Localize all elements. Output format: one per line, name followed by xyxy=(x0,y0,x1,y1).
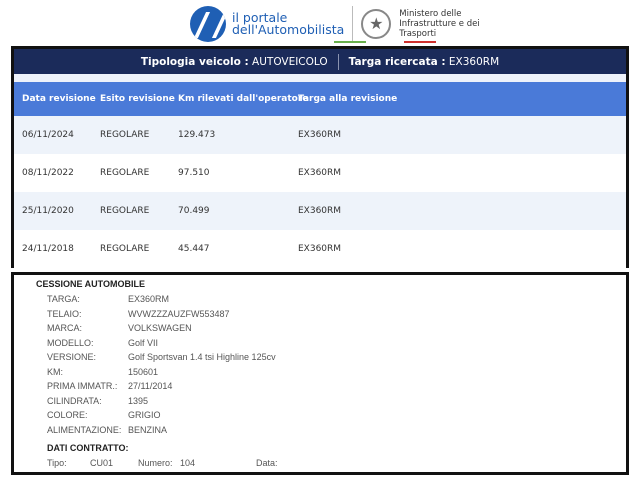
column-header: Targa alla revisione xyxy=(298,94,398,104)
field-value: EX360RM xyxy=(128,294,170,304)
ministry-line3: Trasporti xyxy=(399,29,437,39)
cell-plate: EX360RM xyxy=(298,168,342,178)
portale-logo-text: il portale dell'Automobilista xyxy=(232,10,345,37)
numero-value: 104 xyxy=(180,458,196,468)
cell-date: 06/11/2024 xyxy=(22,130,74,140)
searched-plate-label: Targa ricercata : xyxy=(348,55,446,68)
vehicle-type-label: Tipologia veicolo : xyxy=(140,55,249,68)
table-row: 24/11/2018 REGOLARE 45.447 EX360RM xyxy=(14,230,626,268)
column-header: Data revisione xyxy=(22,94,96,104)
cell-km: 45.447 xyxy=(178,244,210,254)
ministry-line2: Infrastrutture e dei xyxy=(399,19,480,29)
logo-divider xyxy=(352,6,354,42)
cell-plate: EX360RM xyxy=(298,244,342,254)
document-title: CESSIONE AUTOMOBILE xyxy=(36,279,146,289)
searched-plate: Targa ricercata : EX360RM xyxy=(349,56,499,68)
cell-plate: EX360RM xyxy=(298,206,342,216)
field-label: TELAIO: xyxy=(47,308,82,319)
flag-green-stripe xyxy=(334,41,366,43)
revision-panel: Tipologia veicolo : AUTOVEICOLO Targa ri… xyxy=(11,46,629,268)
field-label: MODELLO: xyxy=(47,337,94,348)
header-logos: il portale dell'Automobilista ★ Ministero… xyxy=(190,2,480,46)
cell-outcome: REGOLARE xyxy=(100,244,150,254)
republic-emblem-icon: ★ xyxy=(361,9,392,39)
search-summary-bar: Tipologia veicolo : AUTOVEICOLO Targa ri… xyxy=(14,49,626,74)
numero-label: Numero: xyxy=(138,458,173,468)
table-row: 06/11/2024 REGOLARE 129.473 EX360RM xyxy=(14,116,626,154)
cell-outcome: REGOLARE xyxy=(100,168,150,178)
field-value: BENZINA xyxy=(128,424,168,435)
field-value: VOLKSWAGEN xyxy=(128,323,192,333)
cell-date: 25/11/2020 xyxy=(22,206,74,216)
cell-outcome: REGOLARE xyxy=(100,130,150,140)
vehicle-type: Tipologia veicolo : AUTOVEICOLO xyxy=(141,56,328,68)
bar-divider xyxy=(337,53,339,70)
cell-km: 70.499 xyxy=(178,206,210,216)
table-row: 25/11/2020 REGOLARE 70.499 EX360RM xyxy=(14,192,626,230)
sale-document: CESSIONE AUTOMOBILE TARGA: EX360RM TELAIO:… xyxy=(11,272,629,475)
cell-date: 08/11/2022 xyxy=(22,168,74,178)
portal-line1: il portale xyxy=(232,10,288,25)
ministry-name: Ministero delle Infrastrutture e dei Trasp… xyxy=(399,9,479,39)
field-label: PRIMA IMMATR.: xyxy=(47,381,118,391)
field-label: KM: xyxy=(47,366,64,377)
field-value: 1395 xyxy=(128,395,149,406)
cell-outcome: REGOLARE xyxy=(100,206,150,216)
field-label: COLORE: xyxy=(47,410,88,420)
field-value: 150601 xyxy=(128,366,159,377)
tipo-label: Tipo: xyxy=(47,458,67,468)
column-header: Esito revisione xyxy=(100,94,175,104)
field-value: WVWZZZAUZFW553487 xyxy=(128,308,230,319)
data-label: Data: xyxy=(256,458,278,468)
contract-title: DATI CONTRATTO: xyxy=(47,443,129,453)
table-row: 08/11/2022 REGOLARE 97.510 EX360RM xyxy=(14,154,626,192)
portale-logo-icon xyxy=(190,6,226,42)
searched-plate-value: EX360RM xyxy=(448,55,500,68)
vehicle-type-value: AUTOVEICOLO xyxy=(252,55,328,68)
ministry-line1: Ministero delle xyxy=(399,9,462,19)
field-value: Golf Sportsvan 1.4 tsi Highline 125cv xyxy=(128,352,276,362)
flag-red-stripe xyxy=(404,41,436,43)
field-value: 27/11/2014 xyxy=(128,381,173,391)
field-value: Golf VII xyxy=(128,337,159,348)
cell-plate: EX360RM xyxy=(298,130,342,140)
field-label: CILINDRATA: xyxy=(47,395,102,406)
tipo-value: CU01 xyxy=(90,458,114,468)
field-label: MARCA: xyxy=(47,323,83,333)
cell-date: 24/11/2018 xyxy=(22,244,74,254)
table-header: Data revisione Esito revisione Km rileva… xyxy=(14,82,626,116)
field-label: VERSIONE: xyxy=(47,352,97,362)
column-header: Km rilevati dall'operatore xyxy=(178,94,309,104)
field-label: TARGA: xyxy=(47,294,80,304)
field-label: ALIMENTAZIONE: xyxy=(47,424,122,435)
cell-km: 129.473 xyxy=(178,130,216,140)
portal-line2: dell'Automobilista xyxy=(232,22,345,37)
field-value: GRIGIO xyxy=(128,410,161,420)
cell-km: 97.510 xyxy=(178,168,210,178)
